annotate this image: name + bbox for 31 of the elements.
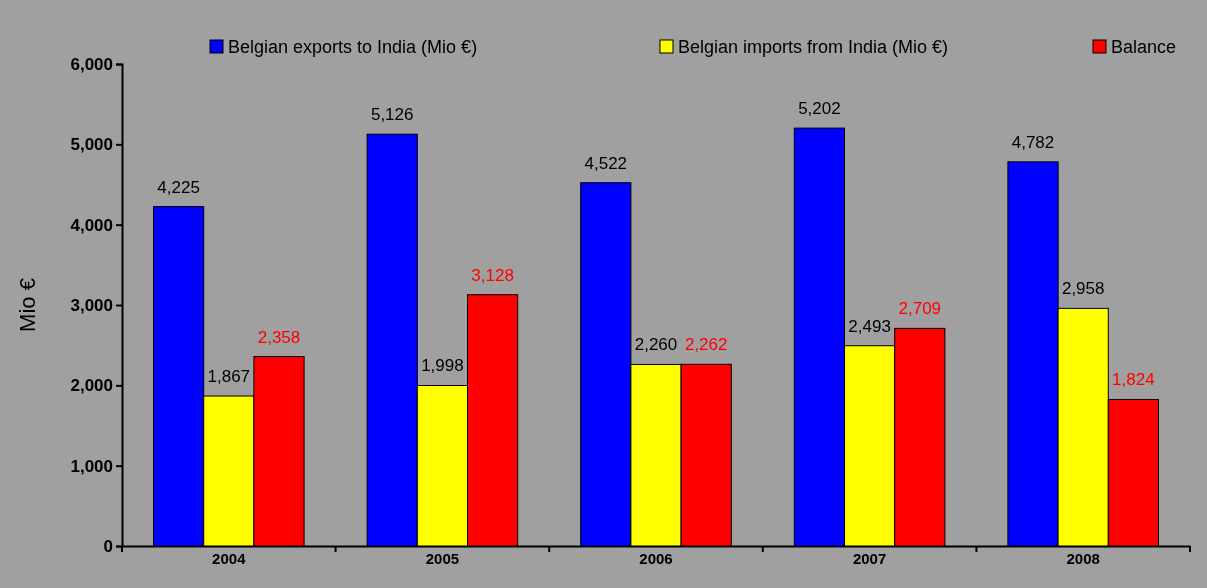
y-tick-label: 6,000 xyxy=(70,54,113,74)
y-tick-label: 3,000 xyxy=(70,295,113,315)
data-label: 2,709 xyxy=(898,299,942,319)
data-label: 3,128 xyxy=(471,265,514,285)
data-label: 1,998 xyxy=(421,356,464,376)
data-label: 4,782 xyxy=(1011,132,1055,152)
y-tick-label: 5,000 xyxy=(70,135,113,155)
x-tick-label: 2008 xyxy=(1066,550,1100,567)
x-tick-label: 2005 xyxy=(425,550,460,567)
x-tick-label: 2006 xyxy=(639,550,673,567)
data-label: 2,262 xyxy=(684,335,728,355)
legend-label: Balance xyxy=(1111,37,1177,57)
y-axis-title: Mio € xyxy=(15,278,40,332)
legend-label: Belgian imports from India (Mio €) xyxy=(678,37,949,57)
data-label: 2,958 xyxy=(1061,279,1105,299)
data-label: 1,824 xyxy=(1112,370,1155,390)
x-tick-label: 2004 xyxy=(212,550,247,567)
legend-label: Belgian exports to India (Mio €) xyxy=(228,37,478,57)
data-label: 4,522 xyxy=(584,153,628,173)
y-tick-label: 2,000 xyxy=(70,376,113,396)
y-tick-label: 4,000 xyxy=(70,215,113,235)
data-label: 2,358 xyxy=(257,327,301,347)
data-label: 2,493 xyxy=(848,316,891,336)
data-label: 4,225 xyxy=(157,177,200,197)
data-label: 1,867 xyxy=(207,367,251,387)
x-tick-label: 2007 xyxy=(852,550,887,567)
data-label: 5,126 xyxy=(370,105,414,125)
y-tick-label: 1,000 xyxy=(70,456,113,476)
y-tick-label: 0 xyxy=(103,536,113,556)
data-label: 2,260 xyxy=(634,335,678,355)
data-label: 5,202 xyxy=(798,99,841,119)
